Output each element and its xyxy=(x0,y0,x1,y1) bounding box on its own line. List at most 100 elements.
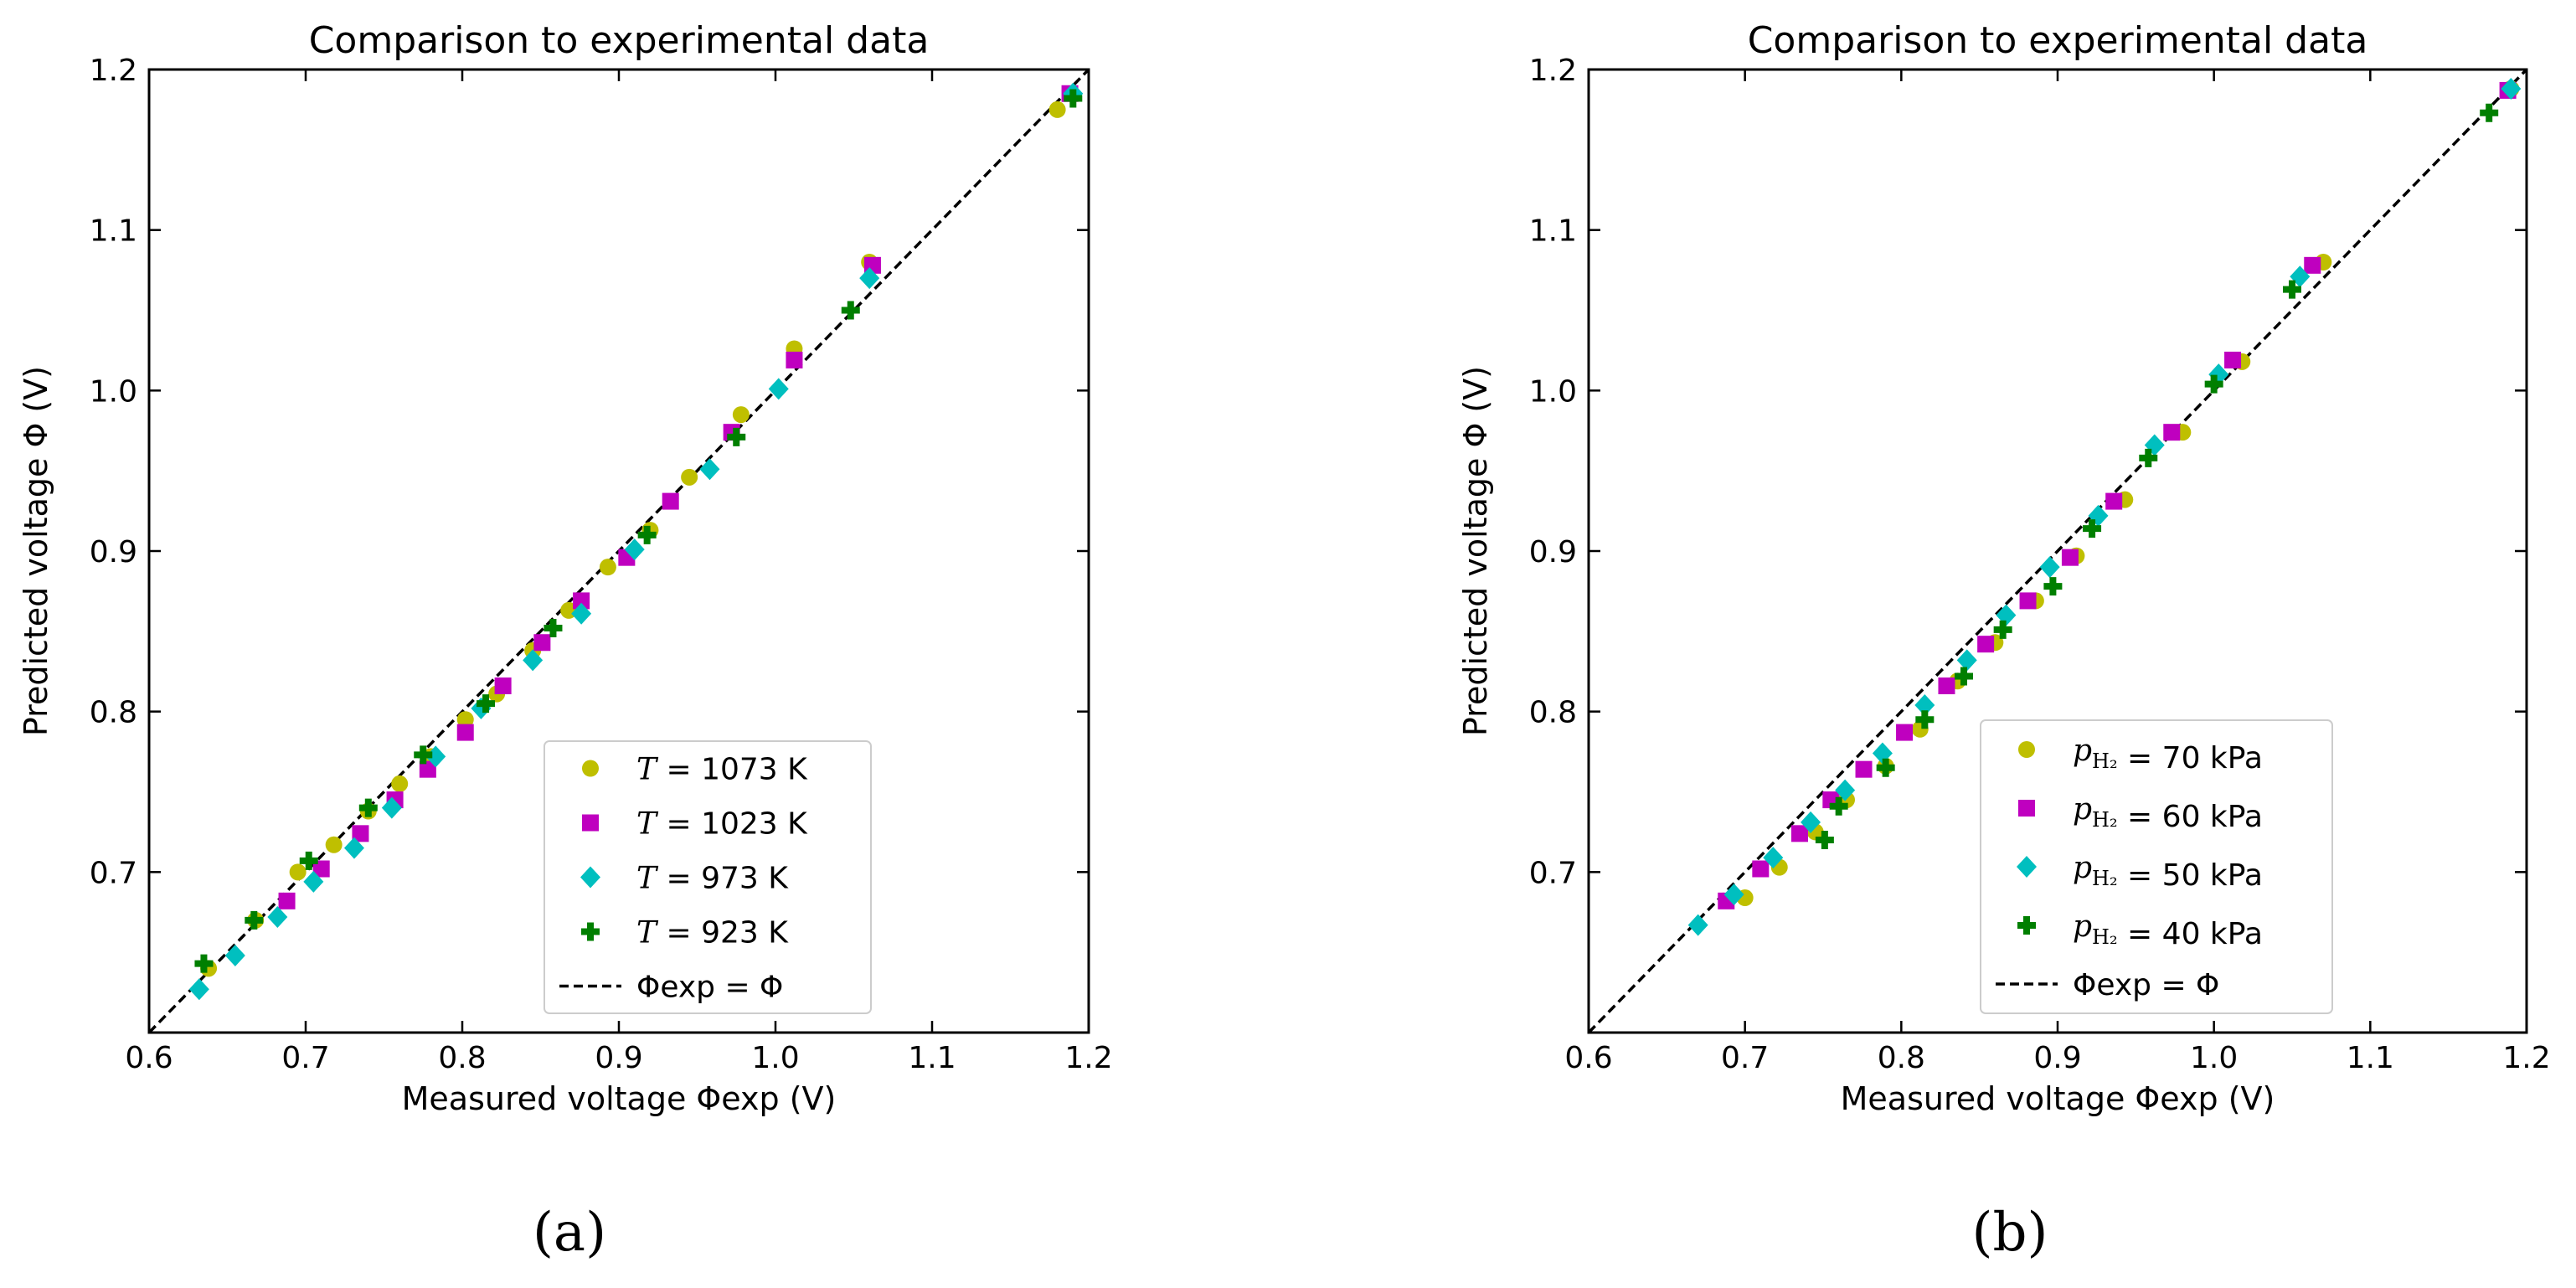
data-point xyxy=(523,649,544,672)
series-square xyxy=(278,85,1079,909)
data-point xyxy=(2163,424,2181,441)
data-point xyxy=(1815,831,1834,849)
legend-marker xyxy=(581,922,600,941)
legend-entry: pH₂ = 40 kPa xyxy=(2073,909,2263,951)
data-point xyxy=(224,945,245,966)
data-point xyxy=(2039,556,2060,579)
x-tick-label: 1.2 xyxy=(2502,1041,2550,1075)
data-point xyxy=(1938,677,1955,694)
data-point xyxy=(245,910,264,930)
data-point xyxy=(2204,374,2223,394)
data-point xyxy=(188,978,209,1001)
legend-entry: T = 1073 K xyxy=(636,753,808,787)
data-point xyxy=(194,954,214,973)
data-point xyxy=(312,860,330,878)
data-point xyxy=(1956,649,1977,672)
y-tick-label: 0.7 xyxy=(90,856,137,890)
legend-entry: T = 1023 K xyxy=(636,807,808,842)
data-point xyxy=(1915,710,1935,729)
data-point xyxy=(1791,825,1808,842)
data-point xyxy=(727,427,746,446)
data-point xyxy=(544,619,563,637)
legend-marker xyxy=(2017,916,2036,935)
data-point xyxy=(477,694,496,714)
data-point xyxy=(599,559,616,576)
x-tick-label: 0.8 xyxy=(438,1041,486,1075)
identity-reference-line xyxy=(1587,68,2528,1034)
legend-box xyxy=(1980,719,2333,1014)
legend-box xyxy=(544,740,872,1014)
data-point xyxy=(1993,620,2012,639)
x-tick-label: 0.9 xyxy=(595,1041,642,1075)
legend-entry: T = 973 K xyxy=(636,862,789,896)
y-tick-label: 1.1 xyxy=(1529,214,1577,249)
data-point xyxy=(358,798,378,817)
legend-entry: T = 923 K xyxy=(636,916,789,951)
data-point xyxy=(1763,847,1784,869)
data-point xyxy=(299,851,318,870)
panel-label-a: (a) xyxy=(532,1202,607,1264)
data-point xyxy=(2105,492,2123,510)
plot-frame xyxy=(147,68,1090,1034)
chart-panel-a: Comparison to experimental data 0.6 0.7 0.8… xyxy=(18,19,1113,1117)
data-point xyxy=(267,906,288,928)
data-point xyxy=(573,592,590,610)
series-plus xyxy=(194,89,1083,973)
data-point xyxy=(2480,103,2499,122)
data-point xyxy=(859,267,880,290)
x-tick-label: 0.6 xyxy=(125,1041,173,1075)
data-point xyxy=(343,837,364,859)
data-point xyxy=(2139,448,2158,467)
data-point xyxy=(571,602,592,625)
data-point xyxy=(391,775,409,792)
x-tick-label: 0.7 xyxy=(1721,1041,1769,1075)
data-point xyxy=(1896,724,1914,741)
legend-reference-label: Φexp = Φ xyxy=(2073,968,2219,1002)
data-point xyxy=(1064,89,1083,108)
data-point xyxy=(1829,796,1848,816)
data-point xyxy=(1835,779,1856,801)
series-diamond xyxy=(188,82,1084,1001)
data-point xyxy=(1801,811,1821,833)
data-point xyxy=(352,825,369,842)
legend-reference-label: Φexp = Φ xyxy=(636,971,783,1005)
legend: pH₂ = 70 kPa pH₂ = 60 kPa pH₂ = 50 kPa pH₂ … xyxy=(1980,719,2333,1014)
data-point xyxy=(419,760,436,778)
legend-entry: pH₂ = 50 kPa xyxy=(2073,851,2263,893)
data-point xyxy=(1914,694,1935,716)
data-point xyxy=(303,870,324,893)
y-tick-label: 1.2 xyxy=(90,54,137,88)
x-axis-label: Measured voltage Φexp (V) xyxy=(1841,1080,2275,1117)
plot-frame xyxy=(1587,68,2528,1034)
legend-marker xyxy=(582,760,599,777)
data-point xyxy=(2061,549,2079,566)
y-tick-label: 1.1 xyxy=(90,214,137,249)
data-point xyxy=(456,711,474,729)
data-point xyxy=(2083,519,2102,538)
legend-marker xyxy=(2018,800,2035,817)
data-point xyxy=(494,677,512,694)
data-point xyxy=(1752,860,1770,878)
data-point xyxy=(1855,760,1873,778)
x-tick-label: 0.7 xyxy=(281,1041,329,1075)
data-point xyxy=(425,745,446,768)
data-point xyxy=(533,634,551,652)
x-tick-label: 1.0 xyxy=(751,1041,799,1075)
legend: T = 1073 K T = 1023 K T = 973 K T = 923 K Φe… xyxy=(544,740,872,1014)
x-axis-label: Measured voltage Φexp (V) xyxy=(402,1080,837,1117)
legend-marker xyxy=(580,866,600,889)
data-point xyxy=(2304,256,2321,274)
y-tick-label: 1.0 xyxy=(1529,374,1577,409)
data-point xyxy=(681,468,698,486)
data-point xyxy=(2224,351,2242,368)
data-point xyxy=(637,525,657,544)
legend-entry: pH₂ = 60 kPa xyxy=(2073,792,2263,834)
y-tick-label: 1.0 xyxy=(90,374,137,409)
data-point xyxy=(414,745,433,765)
data-point xyxy=(289,863,307,881)
panel-label-b: (b) xyxy=(1971,1202,2048,1264)
x-tick-label: 1.0 xyxy=(2190,1041,2238,1075)
data-point xyxy=(786,351,803,368)
data-point xyxy=(732,406,750,424)
